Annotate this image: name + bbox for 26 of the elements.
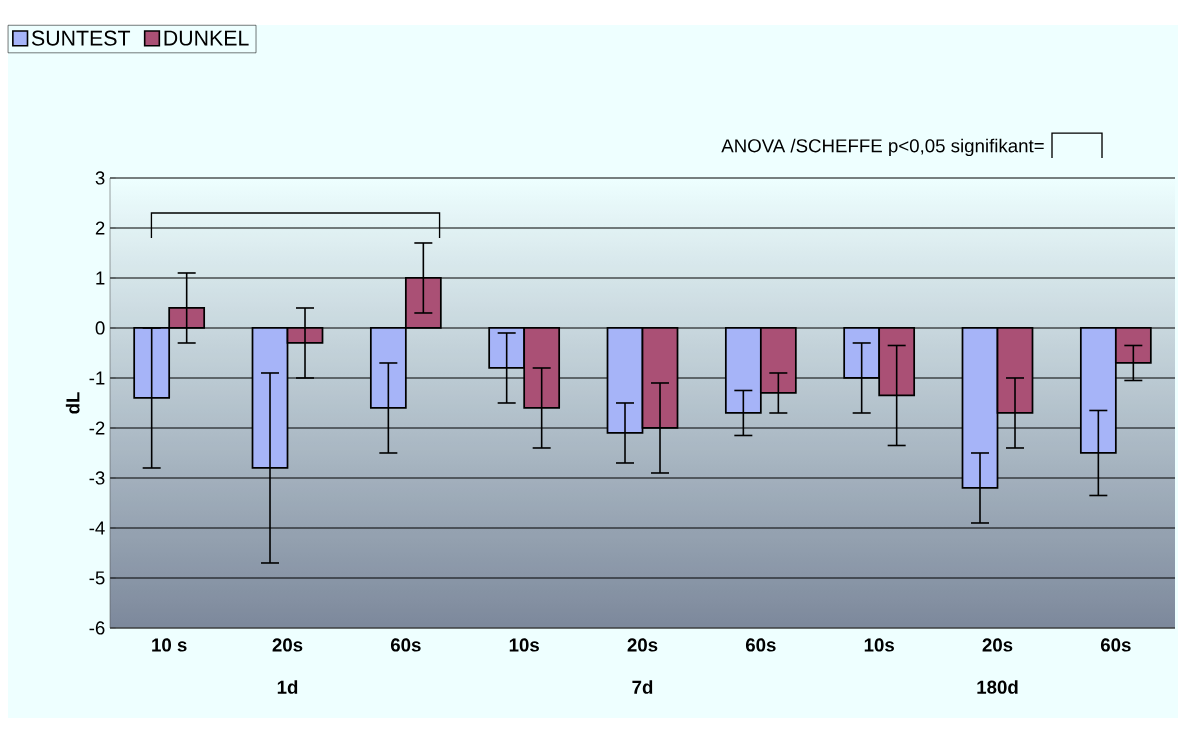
x-tick-label: 10s (509, 638, 539, 652)
x-tick-label: 60s (745, 638, 776, 652)
legend-label: SUNTEST (31, 30, 131, 46)
text: 1d (277, 680, 298, 694)
y-tick-label: -2 (89, 421, 105, 435)
x-tick-label: 60s (390, 638, 421, 652)
y-tick-label: -3 (89, 471, 105, 485)
text: 180d (977, 680, 1018, 694)
x-tick-label: 60s (1100, 638, 1131, 652)
y-tick-label: -4 (89, 521, 105, 535)
text: ANOVA /SCHEFFE p<0,05 signifikant= (721, 138, 1044, 157)
y-tick-label: -5 (89, 571, 105, 585)
y-tick-label: -6 (89, 621, 105, 635)
text: 7d (632, 680, 653, 694)
y-axis-title: dL (65, 392, 80, 414)
y-tick-label: -1 (89, 371, 105, 385)
x-tick-label: 10s (864, 638, 894, 652)
x-tick-label: 20s (982, 638, 1013, 652)
x-tick-label: 20s (272, 638, 303, 652)
x-tick-label: 10 s (152, 638, 187, 652)
y-tick-label: 2 (95, 221, 105, 235)
legend-label: DUNKEL (164, 30, 249, 46)
y-tick-label: 0 (95, 321, 105, 335)
y-tick-label: 1 (96, 271, 105, 285)
y-tick-label: 3 (95, 171, 105, 185)
x-tick-label: 20s (627, 638, 658, 652)
